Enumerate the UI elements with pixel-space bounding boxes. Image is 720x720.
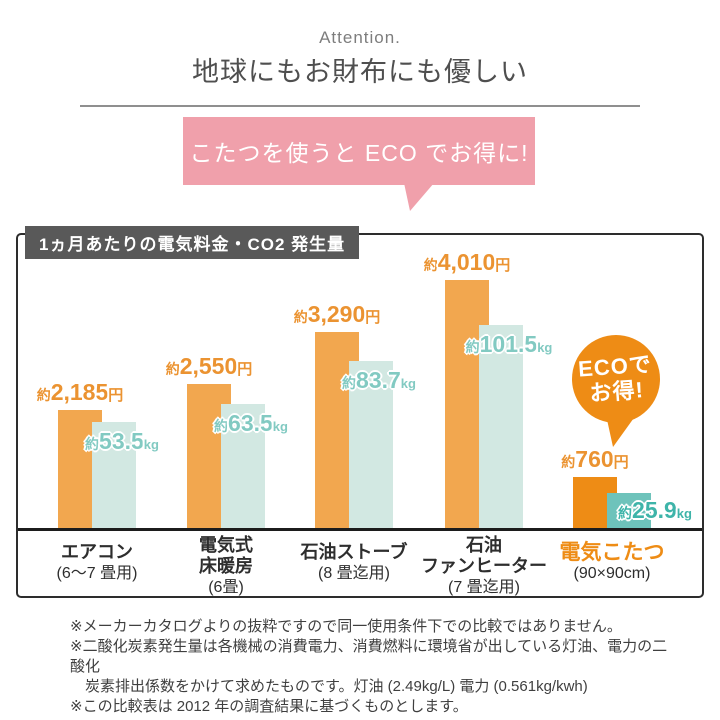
cost-label: 約3,290円 [293, 301, 381, 327]
co2-label: 約25.9kg [618, 497, 692, 523]
category-label: 石油ストーブ (8 畳迄用) [279, 542, 429, 584]
category-name: 石油ストーブ [300, 542, 408, 562]
eco-badge-line2: お得! [588, 377, 645, 406]
cost-label: 約2,185円 [36, 379, 124, 405]
category-name: 石油 [466, 535, 502, 555]
cost-label: 約4,010円 [423, 249, 511, 275]
co2-bar [479, 325, 523, 528]
co2-bar [221, 404, 265, 528]
co2-label: 約63.5kg [214, 410, 288, 436]
co2-bar [607, 493, 651, 528]
category-detail: ファンヒーター [421, 556, 547, 576]
category-label: エアコン (6〜7 畳用) [22, 542, 172, 584]
chart-title-badge: 1ヵ月あたりの電気料金・CO2 発生量 [25, 226, 360, 259]
category-detail: (8 畳迄用) [317, 565, 390, 582]
category-detail: 床暖房 [199, 556, 253, 576]
category-label: 電気こたつ (90×90cm) [537, 542, 687, 584]
category-detail: (6〜7 畳用) [56, 565, 138, 582]
eco-badge-text: ECOで お得! [578, 351, 655, 406]
title-divider [80, 105, 640, 107]
co2-bar [92, 422, 136, 528]
co2-bar [349, 361, 393, 528]
category-name: エアコン [61, 542, 133, 562]
eco-badge-tail-icon [606, 415, 636, 447]
footnote-line: 炭素排出係数をかけて求めたものです。灯油 (2.49kg/L) 電力 (0.56… [85, 678, 588, 695]
category-label: 石油 ファンヒーター (7 畳迄用) [409, 535, 559, 598]
cost-label: 約760円 [561, 446, 629, 472]
speech-bubble: こたつを使うと ECO でお得に! [183, 117, 535, 185]
speech-bubble-tail-icon [404, 183, 434, 211]
page-title: 地球にもお財布にも優しい [192, 57, 528, 87]
cost-label: 約2,550円 [165, 353, 253, 379]
co2-label: 約53.5kg [85, 428, 159, 454]
plot-area: ECOで お得! 約2,185円約53.5kg エアコン (6〜7 畳用) 約2,55… [18, 235, 702, 596]
category-name: 電気こたつ [559, 541, 665, 564]
footnote-line: ※メーカーカタログよりの抜粋ですので同一使用条件下での比較ではありません。 [70, 618, 622, 635]
category-name: 電気式 [199, 535, 253, 555]
co2-label: 約83.7kg [342, 367, 416, 393]
chart-panel: ECOで お得! 約2,185円約53.5kg エアコン (6〜7 畳用) 約2,55… [16, 233, 704, 598]
eco-badge: ECOで お得! [572, 335, 660, 423]
footnotes: ※メーカーカタログよりの抜粋ですので同一使用条件下での比較ではありません。 ※二酸… [70, 617, 670, 717]
attention-label: Attention. [319, 28, 401, 47]
co2-label: 約101.5kg [465, 331, 553, 357]
footnote-line: ※この比較表は 2012 年の調査結果に基づくものとします。 [70, 698, 468, 715]
category-detail: (6畳) [208, 579, 244, 596]
category-label: 電気式 床暖房 (6畳) [151, 535, 301, 598]
category-detail: (7 畳迄用) [447, 579, 520, 596]
axis-baseline [18, 528, 702, 531]
speech-bubble-text: こたつを使うと ECO でお得に! [189, 140, 529, 166]
category-detail: (90×90cm) [573, 565, 651, 582]
footnote-line: ※二酸化炭素発生量は各機械の消費電力、消費燃料に環境省が出している灯油、電力の二… [70, 638, 668, 675]
